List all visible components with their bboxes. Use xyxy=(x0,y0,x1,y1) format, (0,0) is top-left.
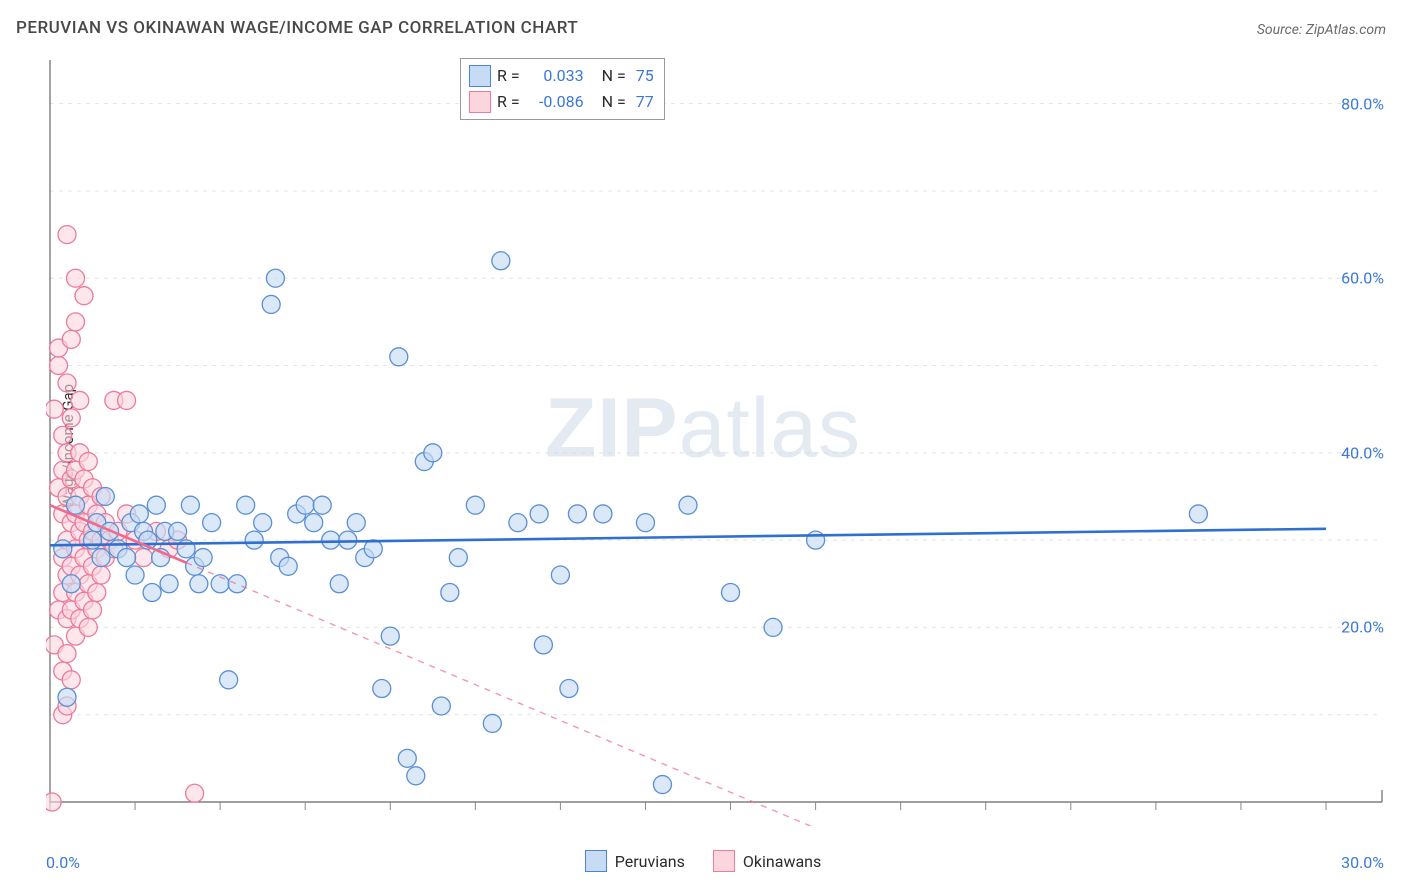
chart-svg xyxy=(46,56,1386,826)
correlation-stats-box: R = 0.033 N = 75 R = -0.086 N = 77 xyxy=(460,58,665,120)
legend-label-okinawans: Okinawans xyxy=(743,852,821,871)
legend-swatch-peruvians xyxy=(585,850,607,872)
r-label: R = xyxy=(497,89,520,115)
n-label: N = xyxy=(602,89,626,115)
legend: Peruvians Okinawans xyxy=(0,850,1406,872)
y-tick-label: 60.0% xyxy=(1341,269,1384,288)
swatch-okinawans xyxy=(469,91,491,113)
legend-label-peruvians: Peruvians xyxy=(615,852,685,871)
r-value-okinawans: -0.086 xyxy=(526,89,584,115)
n-value-peruvians: 75 xyxy=(636,63,654,89)
plot-area xyxy=(46,56,1386,826)
y-tick-label: 40.0% xyxy=(1341,443,1384,462)
n-label: N = xyxy=(602,63,626,89)
legend-item-okinawans: Okinawans xyxy=(713,850,821,872)
stats-row-peruvians: R = 0.033 N = 75 xyxy=(469,63,654,89)
r-label: R = xyxy=(497,63,520,89)
chart-title: PERUVIAN VS OKINAWAN WAGE/INCOME GAP COR… xyxy=(16,18,578,38)
legend-item-peruvians: Peruvians xyxy=(585,850,685,872)
source-prefix: Source: xyxy=(1257,22,1306,38)
chart-source: Source: ZipAtlas.com xyxy=(1257,22,1386,38)
n-value-okinawans: 77 xyxy=(636,89,654,115)
legend-swatch-okinawans xyxy=(713,850,735,872)
swatch-peruvians xyxy=(469,65,491,87)
source-name: ZipAtlas.com xyxy=(1306,22,1386,38)
y-tick-label: 80.0% xyxy=(1341,94,1384,113)
r-value-peruvians: 0.033 xyxy=(526,63,584,89)
stats-row-okinawans: R = -0.086 N = 77 xyxy=(469,89,654,115)
y-tick-label: 20.0% xyxy=(1341,618,1384,637)
